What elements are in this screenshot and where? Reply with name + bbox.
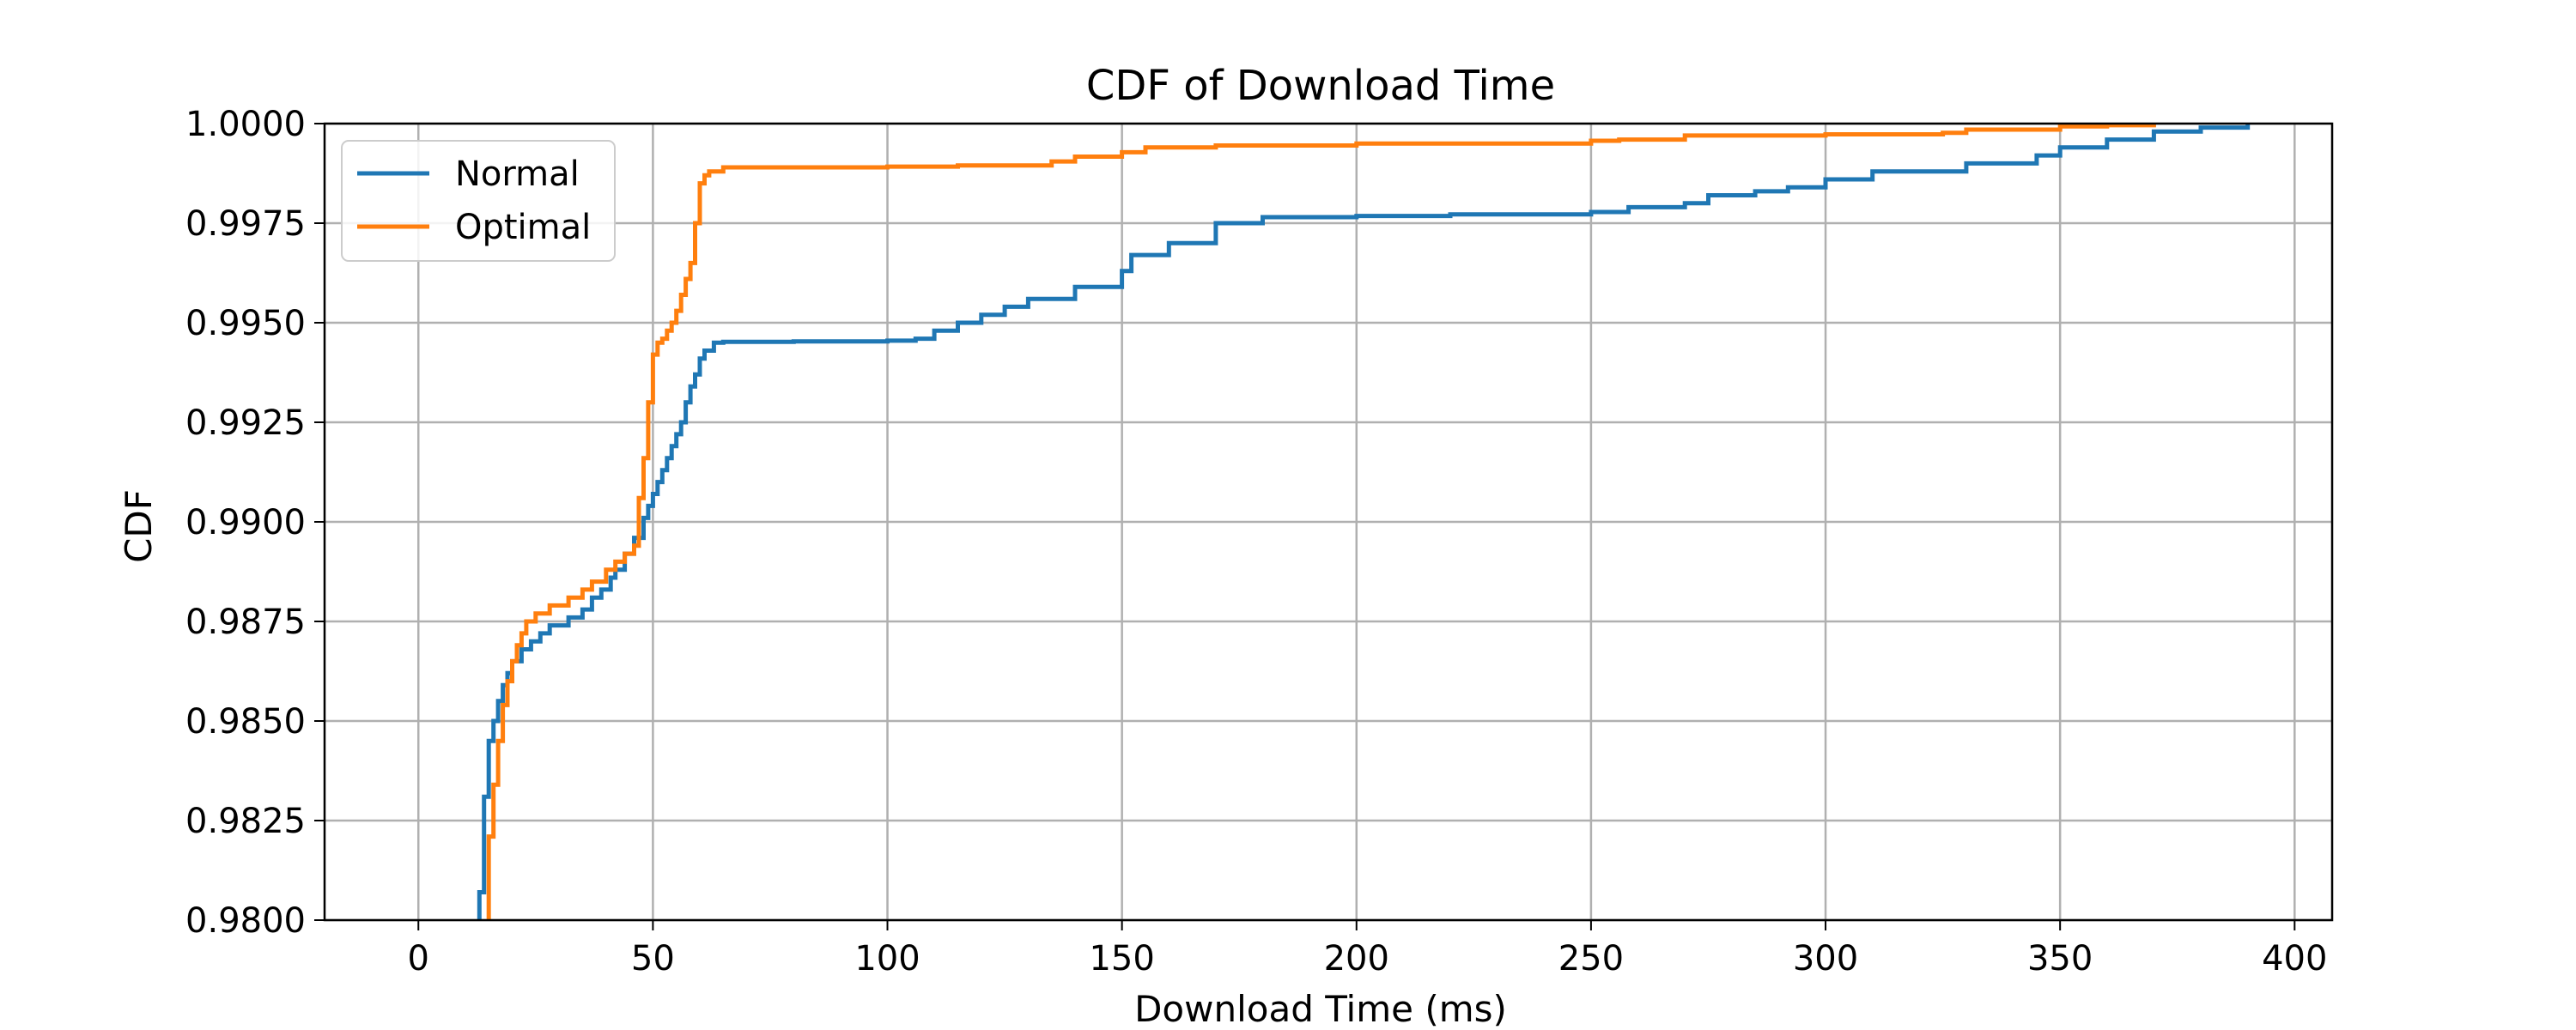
- legend-label-normal: Normal: [455, 154, 580, 194]
- x-ticks: 0 50 100 150 200 250 300 350 400: [408, 920, 2327, 978]
- x-tick-label: 100: [854, 939, 920, 978]
- y-tick-label: 0.9825: [185, 802, 306, 841]
- x-tick-label: 300: [1793, 939, 1858, 978]
- series-line-optimal: [486, 123, 2156, 920]
- y-tick-label: 1.0000: [185, 105, 306, 144]
- x-tick-label: 250: [1558, 939, 1624, 978]
- y-tick-label: 0.9950: [185, 304, 306, 343]
- legend: Normal Optimal: [341, 140, 616, 262]
- y-tick-label: 0.9975: [185, 204, 306, 244]
- y-tick-label: 0.9800: [185, 901, 306, 941]
- y-tick-label: 0.9925: [185, 403, 306, 443]
- x-tick-label: 50: [631, 939, 675, 978]
- y-tick-label: 0.9900: [185, 503, 306, 542]
- x-tick-label: 150: [1089, 939, 1154, 978]
- x-tick-label: 400: [2262, 939, 2327, 978]
- y-ticks: 0.9800 0.9825 0.9850 0.9875 0.9900 0.9925 0.99…: [185, 105, 325, 941]
- x-tick-label: 350: [2027, 939, 2093, 978]
- x-tick-label: 0: [408, 939, 429, 978]
- y-tick-label: 0.9850: [185, 702, 306, 742]
- x-tick-label: 200: [1324, 939, 1389, 978]
- y-tick-label: 0.9875: [185, 603, 306, 642]
- chart-title: CDF of Download Time: [1086, 62, 1555, 110]
- legend-label-optimal: Optimal: [455, 208, 591, 247]
- legend-box: [341, 140, 616, 262]
- series-line-normal: [477, 124, 2251, 920]
- x-axis-label: Download Time (ms): [1134, 988, 1507, 1030]
- y-axis-label: CDF: [118, 489, 160, 563]
- series-lines: [477, 123, 2251, 920]
